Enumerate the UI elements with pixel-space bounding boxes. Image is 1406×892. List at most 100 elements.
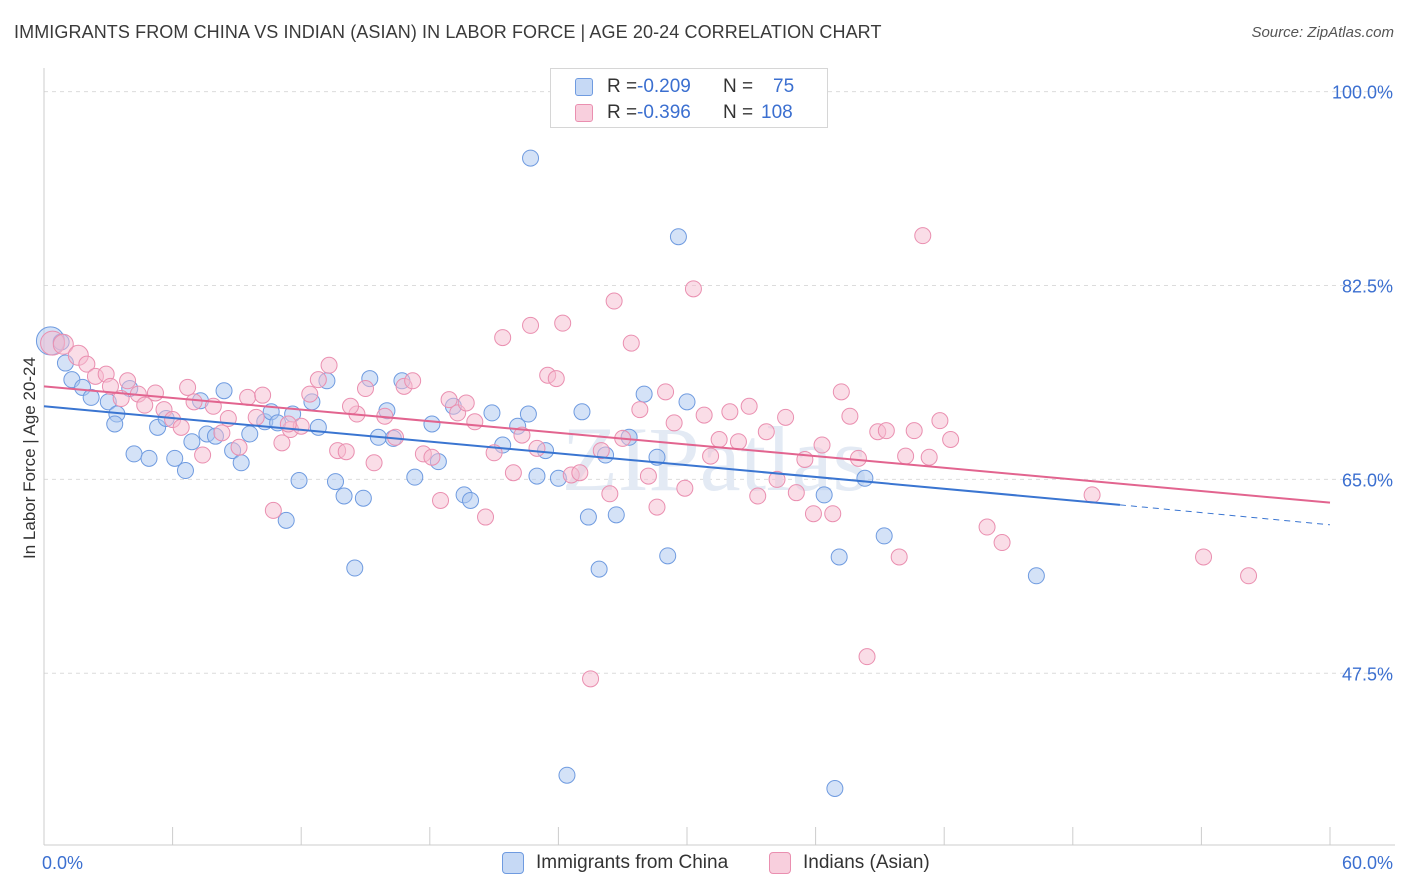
china-point xyxy=(528,467,546,485)
china-trend-line xyxy=(43,405,1121,506)
china-point xyxy=(277,511,295,529)
indian-swatch xyxy=(575,104,593,122)
indian-point xyxy=(466,413,484,431)
legend-item-indian: Indians (Asian) xyxy=(769,852,930,874)
y-tick-label: 65.0% xyxy=(1342,470,1393,490)
indian-point xyxy=(777,408,795,426)
indian-point xyxy=(185,393,203,411)
indian-point xyxy=(547,370,565,388)
r-label: R = xyxy=(607,102,638,123)
china-point xyxy=(1027,567,1045,585)
indian-point xyxy=(365,454,383,472)
indian-point xyxy=(813,436,831,454)
indian-point xyxy=(877,422,895,440)
indian-point xyxy=(309,371,327,389)
china-point xyxy=(290,471,308,489)
indian-point xyxy=(740,397,758,415)
y-tick-label: 82.5% xyxy=(1342,277,1393,297)
china-trend-extension xyxy=(1119,504,1331,526)
legend-label: Indians (Asian) xyxy=(803,852,930,873)
indian-point xyxy=(432,491,450,509)
indian-point xyxy=(457,394,475,412)
indian-point xyxy=(1083,486,1101,504)
indian-point xyxy=(824,505,842,523)
indian-point xyxy=(920,448,938,466)
indian-point xyxy=(341,397,359,415)
indian-point xyxy=(914,227,932,245)
indian-point xyxy=(832,383,850,401)
indian-point xyxy=(571,464,589,482)
indian-point xyxy=(721,403,739,421)
tick-labels: 47.5% 65.0% 82.5% 100.0% 0.0% 60.0% xyxy=(42,83,1393,873)
china-point xyxy=(125,445,143,463)
indian-point xyxy=(172,418,190,436)
chart-title: IMMIGRANTS FROM CHINA VS INDIAN (ASIAN) … xyxy=(14,22,882,42)
china-point xyxy=(462,491,480,509)
indian-point xyxy=(440,391,458,409)
indian-point xyxy=(504,464,522,482)
china-point xyxy=(558,766,576,784)
indian-point xyxy=(729,433,747,451)
indian-point xyxy=(931,412,949,430)
china-point xyxy=(140,449,158,467)
indian-point xyxy=(978,518,996,536)
stats-row-indian: R = -0.396 N = 108 xyxy=(575,101,793,125)
indian-point xyxy=(676,479,694,497)
indian-point xyxy=(357,380,374,398)
indian-point xyxy=(423,448,441,466)
indian-point xyxy=(494,329,512,347)
n-label: N = xyxy=(723,102,754,123)
series-china-points xyxy=(35,83,1045,797)
china-point xyxy=(183,433,201,451)
china-point xyxy=(635,385,653,403)
indian-point xyxy=(337,443,355,461)
indian-point xyxy=(757,423,775,441)
indian-point xyxy=(52,333,74,355)
china-point xyxy=(826,779,844,797)
indian-point xyxy=(146,384,164,402)
gridlines xyxy=(44,91,1395,674)
indian-point xyxy=(684,280,702,298)
indian-point xyxy=(849,449,867,467)
indian-point xyxy=(477,508,495,526)
indian-trend-line xyxy=(43,385,1331,504)
china-swatch xyxy=(502,852,524,874)
indian-point xyxy=(605,292,623,310)
x-tick-label: 0.0% xyxy=(42,853,83,873)
china-point xyxy=(423,415,441,433)
indian-point xyxy=(942,431,960,449)
china-point xyxy=(326,473,344,491)
indian-point xyxy=(582,670,600,688)
china-point xyxy=(406,468,424,486)
indian-point xyxy=(522,316,540,334)
indian-point xyxy=(657,383,675,401)
china-point xyxy=(82,388,100,406)
indian-point xyxy=(230,438,248,456)
indian-point xyxy=(858,648,876,666)
china-point xyxy=(232,454,250,472)
china-point xyxy=(215,382,233,400)
indian-point xyxy=(665,414,683,432)
china-point xyxy=(166,449,184,467)
china-point xyxy=(579,508,597,526)
china-point xyxy=(346,559,364,577)
indian-point xyxy=(695,406,713,424)
axes xyxy=(43,68,1395,846)
china-point xyxy=(856,469,874,487)
china-point xyxy=(875,527,893,545)
series-legend: Immigrants from China Indians (Asian) xyxy=(0,852,1406,878)
indian-point xyxy=(194,446,212,464)
indian-point xyxy=(320,356,338,374)
indian-point xyxy=(702,447,720,465)
indian-point xyxy=(1240,567,1258,585)
indian-point xyxy=(264,501,282,519)
china-point xyxy=(815,486,833,504)
indian-point xyxy=(787,484,805,502)
indian-point xyxy=(622,334,640,352)
indian-point xyxy=(136,396,154,414)
indian-point xyxy=(905,422,923,440)
indian-point xyxy=(710,431,728,449)
y-axis-label: In Labor Force | Age 20-24 xyxy=(20,357,39,559)
indian-point xyxy=(239,388,257,406)
indian-point xyxy=(631,401,649,419)
